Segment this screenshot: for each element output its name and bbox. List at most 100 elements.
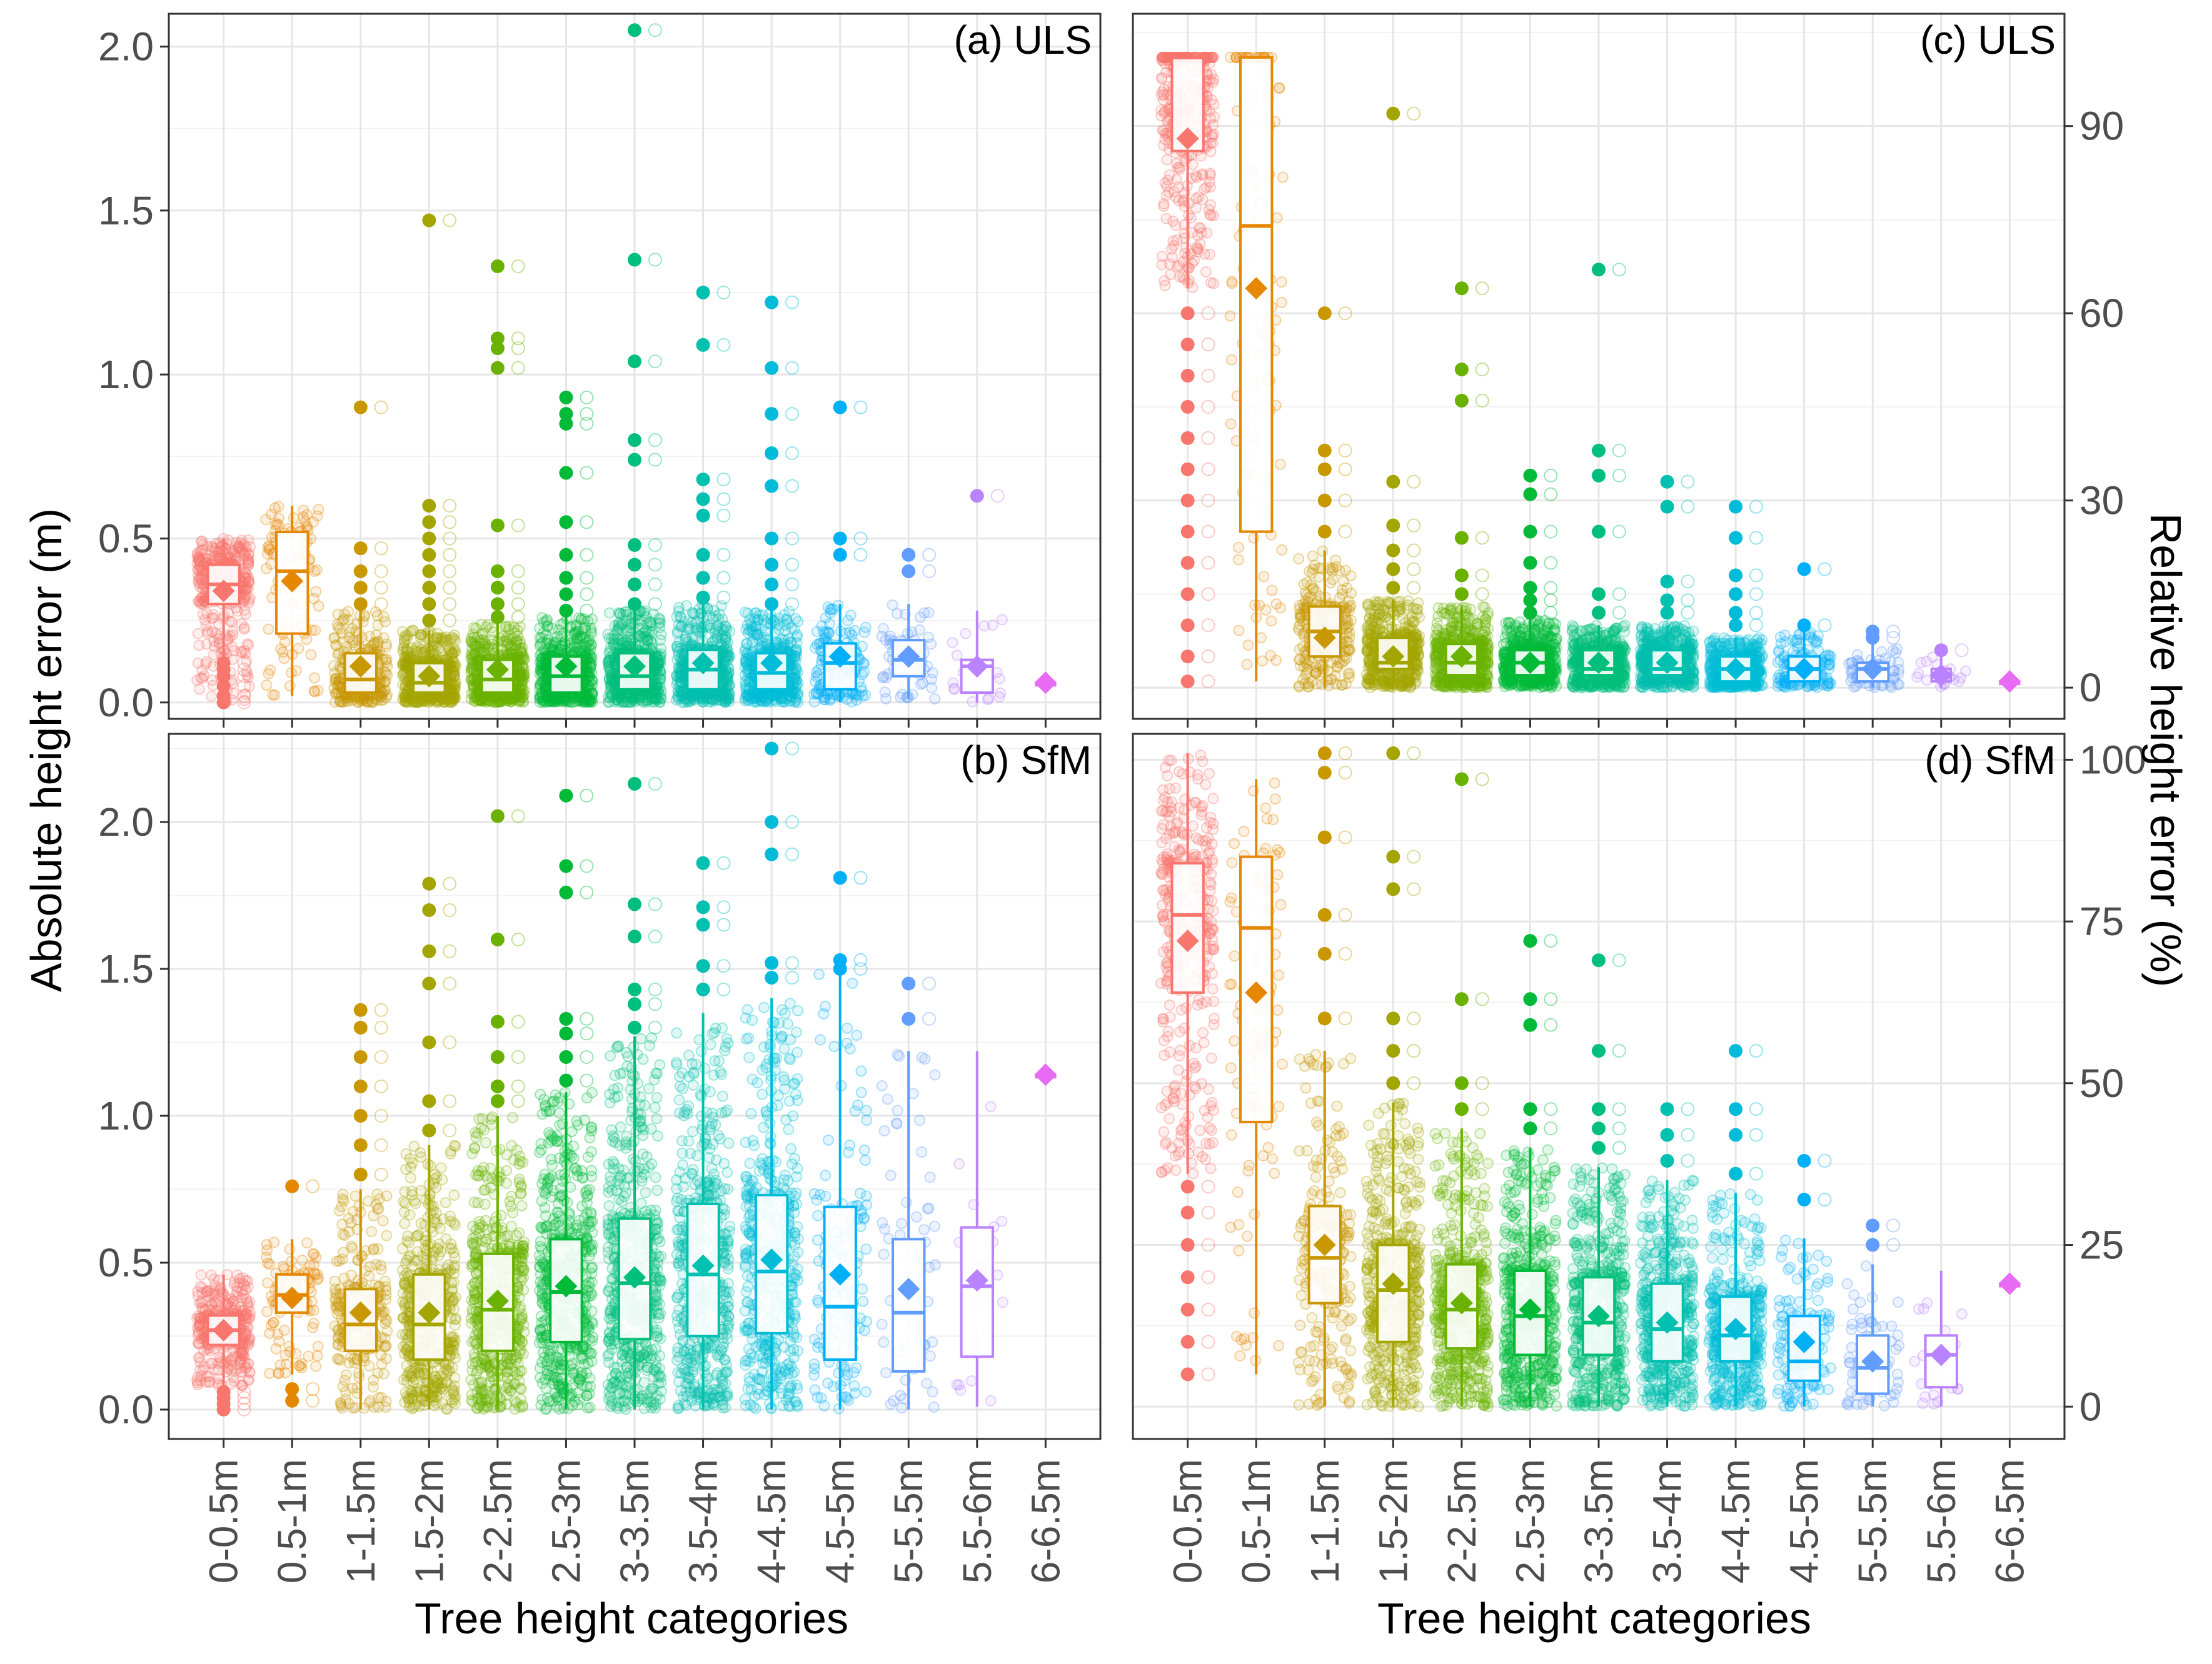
jitter-point: [367, 639, 379, 651]
jitter-point: [192, 657, 204, 669]
jitter-point: [515, 646, 527, 658]
jitter-point: [381, 638, 393, 650]
jitter-point: [739, 646, 751, 658]
jitter-point: [341, 695, 353, 707]
jitter-point: [206, 674, 218, 686]
jitter-point: [443, 642, 455, 654]
jitter-point: [193, 559, 205, 571]
jitter-point: [514, 671, 526, 683]
jitter-point: [207, 660, 219, 672]
jitter-point: [508, 693, 520, 705]
jitter-point: [947, 637, 958, 649]
jitter-point: [329, 687, 341, 699]
jitter-point: [960, 628, 972, 639]
jitter-point: [468, 622, 480, 634]
jitter-point: [467, 628, 479, 640]
jitter-point: [193, 556, 205, 568]
jitter-point: [396, 626, 408, 638]
jitter-point: [603, 607, 615, 619]
jitter-point: [476, 618, 488, 630]
jitter-point: [435, 646, 446, 658]
jitter-point: [266, 689, 278, 701]
jitter-point: [199, 614, 211, 626]
jitter-point: [448, 666, 460, 678]
jitter-point: [808, 696, 820, 708]
jitter-point: [431, 632, 443, 644]
jitter-point: [229, 1276, 241, 1288]
jitter-point: [983, 693, 995, 704]
jitter-point: [380, 641, 392, 653]
jitter-point: [234, 537, 246, 549]
jitter-point: [721, 691, 733, 703]
jitter-point: [465, 653, 477, 665]
jitter-point: [238, 623, 250, 635]
jitter-point: [236, 1354, 248, 1366]
y-tick-label: 0.0: [98, 680, 154, 725]
jitter-point: [240, 589, 252, 601]
jitter-point: [329, 696, 341, 708]
jitter-point: [842, 614, 853, 626]
jitter-point: [401, 644, 413, 656]
jitter-point: [397, 658, 409, 670]
jitter-point: [193, 578, 204, 589]
jitter-point: [239, 621, 251, 633]
jitter-point: [400, 667, 411, 679]
jitter-point: [193, 1326, 204, 1338]
jitter-point: [399, 658, 411, 669]
outlier-point: [422, 548, 436, 562]
jitter-point: [650, 678, 662, 690]
jitter-point: [240, 584, 252, 596]
jitter-point: [400, 660, 411, 672]
jitter-point: [220, 543, 232, 554]
jitter-point: [191, 564, 203, 576]
jitter-point: [437, 632, 449, 644]
jitter-point: [782, 639, 793, 651]
outlier-jitter: [443, 531, 457, 546]
outlier-point: [696, 508, 710, 523]
jitter-point: [466, 673, 478, 684]
outlier-point: [696, 492, 710, 506]
jitter-point: [260, 514, 272, 526]
jitter-point: [309, 672, 321, 684]
jitter-point: [467, 638, 479, 649]
jitter-point: [515, 666, 526, 678]
jitter-point: [620, 606, 632, 618]
outlier-point: [970, 489, 984, 503]
outlier-point: [216, 689, 231, 703]
jitter-point: [192, 628, 204, 639]
jitter-point: [244, 541, 256, 553]
jitter-point: [243, 577, 254, 589]
panels: 0.00.51.01.52.0 (a) ULS0.00.51.01.52.00-0…: [98, 13, 2146, 1583]
jitter-point: [235, 646, 247, 658]
jitter-point: [278, 653, 290, 664]
jitter-point: [239, 648, 251, 659]
jitter-point: [397, 657, 409, 669]
jitter-point: [381, 653, 393, 665]
jitter-point: [469, 691, 481, 703]
outlier-point: [696, 590, 710, 604]
outlier-point: [902, 564, 916, 578]
jitter-point: [379, 685, 391, 697]
jitter-point: [465, 693, 477, 705]
jitter-point: [337, 696, 349, 708]
jitter-point: [202, 625, 214, 637]
jitter-point: [230, 537, 242, 549]
jitter-point: [368, 637, 380, 649]
jitter-point: [233, 542, 244, 554]
outlier-point: [559, 603, 573, 618]
jitter-point: [638, 627, 650, 639]
box-0.5-1m: [275, 530, 309, 635]
jitter-point: [200, 554, 212, 566]
jitter-point: [330, 672, 342, 684]
jitter-point: [876, 631, 888, 643]
jitter-point: [655, 629, 667, 641]
jitter-point: [510, 643, 521, 654]
outlier-point: [559, 515, 573, 529]
jitter-point: [405, 692, 417, 704]
outlier-point: [422, 515, 436, 529]
outlier-point: [696, 285, 710, 299]
jitter-point: [401, 659, 413, 671]
jitter-point: [446, 668, 458, 679]
jitter-point: [995, 687, 1007, 699]
